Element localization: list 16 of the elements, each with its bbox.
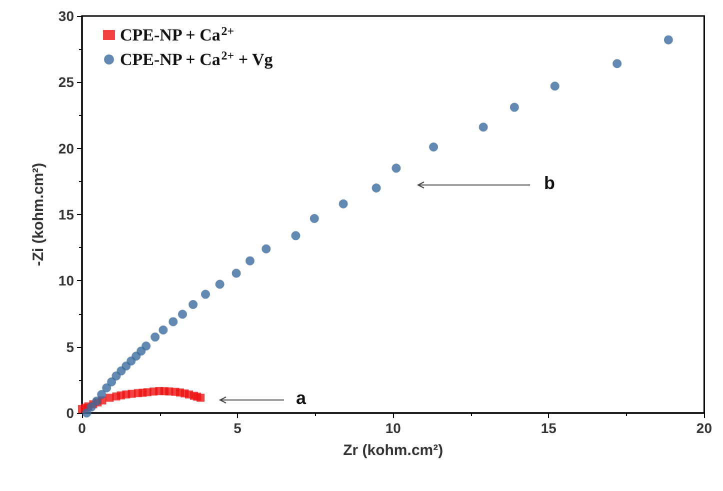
x-axis-title: Zr (kohm.cm²) <box>343 442 444 459</box>
y-tick-label: 15 <box>58 206 74 222</box>
y-axis-title: -Zi (kohm.cm²) <box>30 162 47 266</box>
y-tick-label: 20 <box>58 140 74 156</box>
y-tick-label: 5 <box>66 338 74 355</box>
x-tick-label: 15 <box>540 420 557 436</box>
y-tick-label: 30 <box>58 8 74 24</box>
annotation: b <box>544 173 555 193</box>
y-tick-label: 0 <box>66 405 74 421</box>
x-tick-label: 0 <box>78 420 86 436</box>
y-tick-label: 10 <box>58 272 74 289</box>
y-tick-label: 25 <box>58 74 74 90</box>
x-tick-label: 20 <box>696 420 712 436</box>
x-tick-label: 10 <box>385 420 402 436</box>
annotation: a <box>296 388 307 408</box>
x-tick-label: 5 <box>234 420 242 436</box>
